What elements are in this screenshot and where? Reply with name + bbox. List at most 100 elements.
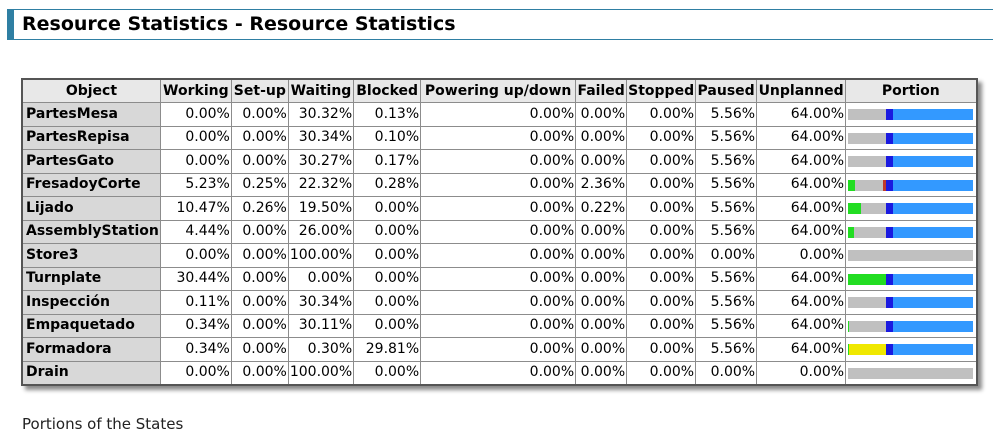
portion-bar bbox=[848, 344, 974, 356]
portion-segment-paused bbox=[886, 109, 894, 121]
powering-cell: 0.00% bbox=[420, 219, 577, 244]
portion-bar bbox=[848, 109, 974, 121]
powering-cell: 0.00% bbox=[420, 172, 577, 197]
portion-segment-unplanned bbox=[893, 344, 974, 356]
waiting-cell: 30.32% bbox=[287, 102, 355, 127]
portion-segment-waiting bbox=[861, 203, 886, 215]
setup-cell: 0.00% bbox=[230, 266, 289, 291]
blocked-cell: 0.17% bbox=[353, 149, 422, 174]
blocked-cell: 0.00% bbox=[353, 266, 422, 291]
object-name-cell: Drain bbox=[20, 360, 161, 386]
object-name-cell: Inspección bbox=[20, 290, 161, 315]
paused-cell: 5.56% bbox=[695, 266, 758, 291]
portion-segment-unplanned bbox=[893, 203, 974, 215]
paused-cell: 0.00% bbox=[695, 243, 758, 268]
paused-cell: 5.56% bbox=[695, 125, 758, 150]
portion-segment-waiting bbox=[848, 367, 974, 379]
table-row: Empaquetado 0.34% 0.00% 30.11% 0.00% 0.00% 0.0… bbox=[20, 313, 978, 338]
unplanned-cell: 0.00% bbox=[756, 360, 847, 386]
working-cell: 0.00% bbox=[159, 125, 232, 150]
stopped-cell: 0.00% bbox=[626, 125, 697, 150]
unplanned-cell: 64.00% bbox=[756, 102, 847, 127]
working-cell: 0.34% bbox=[159, 337, 232, 362]
waiting-cell: 30.34% bbox=[287, 290, 355, 315]
portion-segment-paused bbox=[886, 226, 894, 238]
portion-bar bbox=[848, 132, 974, 144]
portion-bar bbox=[848, 250, 974, 262]
blocked-cell: 0.28% bbox=[353, 172, 422, 197]
stopped-cell: 0.00% bbox=[626, 243, 697, 268]
setup-cell: 0.00% bbox=[230, 243, 289, 268]
portion-segment-paused bbox=[886, 156, 894, 168]
portion-cell bbox=[845, 149, 978, 174]
statistics-table-container: Object Working Set-up Waiting Blocked Powerin… bbox=[20, 78, 978, 386]
waiting-cell: 100.00% bbox=[287, 360, 355, 386]
resource-statistics-table: Object Working Set-up Waiting Blocked Powerin… bbox=[20, 78, 978, 386]
portion-segment-paused bbox=[886, 203, 894, 215]
object-name-cell: PartesGato bbox=[20, 149, 161, 174]
portion-segment-unplanned bbox=[893, 109, 974, 121]
powering-cell: 0.00% bbox=[420, 313, 577, 338]
failed-cell: 0.00% bbox=[575, 219, 628, 244]
portion-bar bbox=[848, 320, 974, 332]
portion-segment-unplanned bbox=[893, 179, 974, 191]
portion-cell bbox=[845, 102, 978, 127]
portion-segment-unplanned bbox=[893, 156, 974, 168]
powering-cell: 0.00% bbox=[420, 290, 577, 315]
unplanned-cell: 64.00% bbox=[756, 125, 847, 150]
column-header-object: Object bbox=[20, 78, 161, 103]
portion-segment-unplanned bbox=[893, 132, 974, 144]
portion-segment-unplanned bbox=[893, 297, 974, 309]
powering-cell: 0.00% bbox=[420, 149, 577, 174]
column-header-blocked: Blocked bbox=[353, 78, 422, 103]
unplanned-cell: 64.00% bbox=[756, 266, 847, 291]
setup-cell: 0.00% bbox=[230, 290, 289, 315]
portion-segment-waiting bbox=[848, 132, 887, 144]
failed-cell: 0.00% bbox=[575, 243, 628, 268]
portion-segment-unplanned bbox=[893, 320, 974, 332]
paused-cell: 5.56% bbox=[695, 196, 758, 221]
table-row: Drain 0.00% 0.00% 100.00% 0.00% 0.00% 0.00% 0.0… bbox=[20, 360, 978, 386]
paused-cell: 0.00% bbox=[695, 360, 758, 386]
blocked-cell: 0.13% bbox=[353, 102, 422, 127]
object-name-cell: FresadoyCorte bbox=[20, 172, 161, 197]
object-name-cell: PartesRepisa bbox=[20, 125, 161, 150]
working-cell: 0.00% bbox=[159, 243, 232, 268]
table-row: Lijado 10.47% 0.26% 19.50% 0.00% 0.00% 0.22% 0.… bbox=[20, 196, 978, 221]
portion-segment-paused bbox=[886, 179, 894, 191]
table-caption: Portions of the States bbox=[22, 415, 184, 433]
working-cell: 10.47% bbox=[159, 196, 232, 221]
failed-cell: 2.36% bbox=[575, 172, 628, 197]
setup-cell: 0.00% bbox=[230, 360, 289, 386]
portion-segment-working bbox=[848, 226, 854, 238]
portion-bar bbox=[848, 156, 974, 168]
portion-segment-waiting bbox=[848, 320, 887, 332]
table-row: FresadoyCorte 5.23% 0.25% 22.32% 0.28% 0.00% 2… bbox=[20, 172, 978, 197]
table-row: Turnplate 30.44% 0.00% 0.00% 0.00% 0.00% 0.00%… bbox=[20, 266, 978, 291]
portion-cell bbox=[845, 360, 978, 386]
waiting-cell: 30.27% bbox=[287, 149, 355, 174]
portion-segment-waiting bbox=[848, 156, 886, 168]
unplanned-cell: 64.00% bbox=[756, 313, 847, 338]
portion-segment-failed bbox=[883, 179, 887, 191]
portion-segment-unplanned bbox=[893, 226, 974, 238]
portion-bar bbox=[848, 179, 974, 191]
blocked-cell: 29.81% bbox=[353, 337, 422, 362]
portion-segment-working bbox=[848, 203, 862, 215]
portion-segment-paused bbox=[886, 273, 894, 285]
setup-cell: 0.25% bbox=[230, 172, 289, 197]
portion-segment-waiting bbox=[848, 109, 886, 121]
stopped-cell: 0.00% bbox=[626, 360, 697, 386]
portion-segment-waiting bbox=[848, 297, 887, 309]
portion-segment-paused bbox=[886, 132, 894, 144]
setup-cell: 0.00% bbox=[230, 313, 289, 338]
table-row: Formadora 0.34% 0.00% 0.30% 29.81% 0.00% 0.00%… bbox=[20, 337, 978, 362]
waiting-cell: 0.30% bbox=[287, 337, 355, 362]
object-name-cell: Turnplate bbox=[20, 266, 161, 291]
powering-cell: 0.00% bbox=[420, 102, 577, 127]
table-header-row: Object Working Set-up Waiting Blocked Powerin… bbox=[20, 78, 978, 103]
working-cell: 30.44% bbox=[159, 266, 232, 291]
failed-cell: 0.00% bbox=[575, 313, 628, 338]
paused-cell: 5.56% bbox=[695, 102, 758, 127]
paused-cell: 5.56% bbox=[695, 172, 758, 197]
